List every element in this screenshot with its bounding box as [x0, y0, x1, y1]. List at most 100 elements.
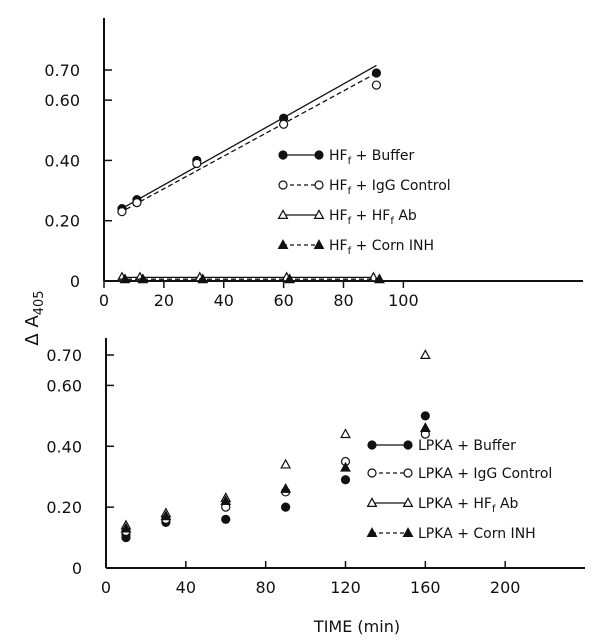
legend-label-part: + Corn INH — [351, 238, 434, 254]
legend-label-part: Ab — [394, 208, 417, 224]
series-3 — [120, 422, 431, 533]
y-axis-label-main: Δ A — [22, 315, 43, 346]
y-tick-label: 0 — [72, 559, 82, 578]
series-1 — [117, 72, 382, 217]
legend-entry: HFf + Buffer — [278, 148, 414, 167]
data-point — [192, 158, 202, 169]
legend-marker — [277, 209, 289, 219]
data-point — [374, 273, 385, 284]
data-point — [371, 68, 382, 78]
data-point — [137, 273, 149, 284]
legend-marker — [402, 527, 414, 538]
y-tick-label: 0.60 — [46, 376, 82, 395]
legend-label: LPKA + HFf Ab — [418, 496, 519, 515]
legend-label-subscript: f — [492, 504, 496, 515]
legend-label: LPKA + Corn INH — [418, 526, 536, 542]
legend-marker — [366, 497, 378, 507]
y-axis-label: Δ A405 — [22, 290, 47, 345]
x-tick-label: 0 — [99, 291, 109, 310]
legend-marker — [367, 440, 377, 450]
y-axis-label-subscript: 405 — [32, 290, 47, 315]
legend-label-part: HF — [329, 208, 348, 224]
data-point — [281, 502, 291, 512]
legend-label-part: LPKA + HF — [418, 496, 492, 512]
legend-label-subscript: f — [348, 186, 352, 197]
data-point — [420, 411, 430, 421]
y-tick-label: 0 — [70, 272, 80, 291]
data-point — [419, 422, 431, 433]
data-point — [132, 198, 142, 208]
legend-label: HFf + Buffer — [329, 148, 414, 167]
x-tick-label: 20 — [154, 291, 174, 310]
legend-label-part: + IgG Control — [351, 178, 451, 194]
data-point — [119, 273, 131, 284]
legend-entry: HFf + HFf Ab — [277, 208, 417, 227]
legend-marker — [278, 150, 288, 160]
x-tick-label: 120 — [330, 578, 361, 597]
legend-label: LPKA + IgG Control — [418, 466, 552, 482]
legend-marker — [313, 209, 325, 219]
legend-entry: LPKA + IgG Control — [367, 466, 552, 482]
y-tick-label: 0.70 — [44, 61, 80, 80]
legend-entry: LPKA + Corn INH — [366, 526, 536, 542]
x-tick-label: 160 — [410, 578, 441, 597]
legend-marker — [403, 468, 413, 478]
data-point — [120, 522, 132, 533]
x-tick-label: 80 — [333, 291, 353, 310]
x-tick-label: 40 — [176, 578, 196, 597]
legend-label: HFf + HFf Ab — [329, 208, 417, 227]
data-point — [340, 475, 351, 485]
series-fit-line — [118, 64, 377, 211]
legend-marker — [402, 497, 414, 507]
legend-marker — [366, 527, 378, 538]
legend-marker — [278, 180, 288, 190]
data-point — [340, 428, 351, 439]
legend-marker — [277, 239, 289, 249]
data-point — [284, 273, 296, 284]
x-tick-label: 200 — [490, 578, 521, 597]
legend-entry: HFf + IgG Control — [278, 178, 451, 197]
data-point — [279, 119, 289, 129]
legend-marker — [314, 180, 324, 190]
legend-marker — [314, 150, 324, 160]
data-point — [220, 495, 232, 506]
legend-label-part: HF — [329, 178, 348, 194]
series-fit-line — [118, 72, 377, 214]
legend-marker — [367, 468, 377, 478]
data-point — [280, 483, 292, 493]
series-3 — [118, 273, 385, 284]
legend-entry: LPKA + HFf Ab — [366, 496, 519, 515]
legend-entry: LPKA + Buffer — [367, 438, 516, 454]
legend-label-part: LPKA + IgG Control — [418, 466, 552, 482]
legend-marker — [313, 239, 325, 249]
data-point — [280, 458, 292, 469]
x-axis-label: TIME (min) — [313, 617, 400, 636]
legend-label-part: LPKA + Buffer — [418, 438, 516, 454]
x-tick-label: 100 — [388, 291, 419, 310]
legend-entry: HFf + Corn INH — [277, 238, 434, 257]
legend-label-part: + Buffer — [351, 148, 414, 164]
series-2 — [120, 349, 431, 530]
y-tick-label: 0.60 — [44, 91, 80, 110]
bottom-panel: 0 0.20 0.40 0.60 0.70 0 40 80 120 160 200 LPKA + Bu… — [46, 338, 585, 597]
legend-label-subscript: f — [390, 216, 394, 227]
y-tick-label: 0.40 — [44, 151, 80, 170]
data-point — [197, 273, 209, 284]
legend-label: HFf + IgG Control — [329, 178, 451, 197]
data-point — [160, 510, 172, 521]
y-tick-label: 0.20 — [46, 498, 82, 517]
legend-label-part: Ab — [496, 496, 519, 512]
legend-label-part: + HF — [351, 208, 390, 224]
x-tick-label: 60 — [273, 291, 293, 310]
legend-label-subscript: f — [348, 246, 352, 257]
legend-label: HFf + Corn INH — [329, 238, 434, 257]
legend-label-subscript: f — [348, 156, 352, 167]
data-point — [371, 80, 382, 90]
x-tick-label: 40 — [214, 291, 234, 310]
data-point — [221, 514, 231, 524]
legend-label-part: HF — [329, 238, 348, 254]
legend-label: LPKA + Buffer — [418, 438, 516, 454]
x-tick-label: 80 — [255, 578, 275, 597]
